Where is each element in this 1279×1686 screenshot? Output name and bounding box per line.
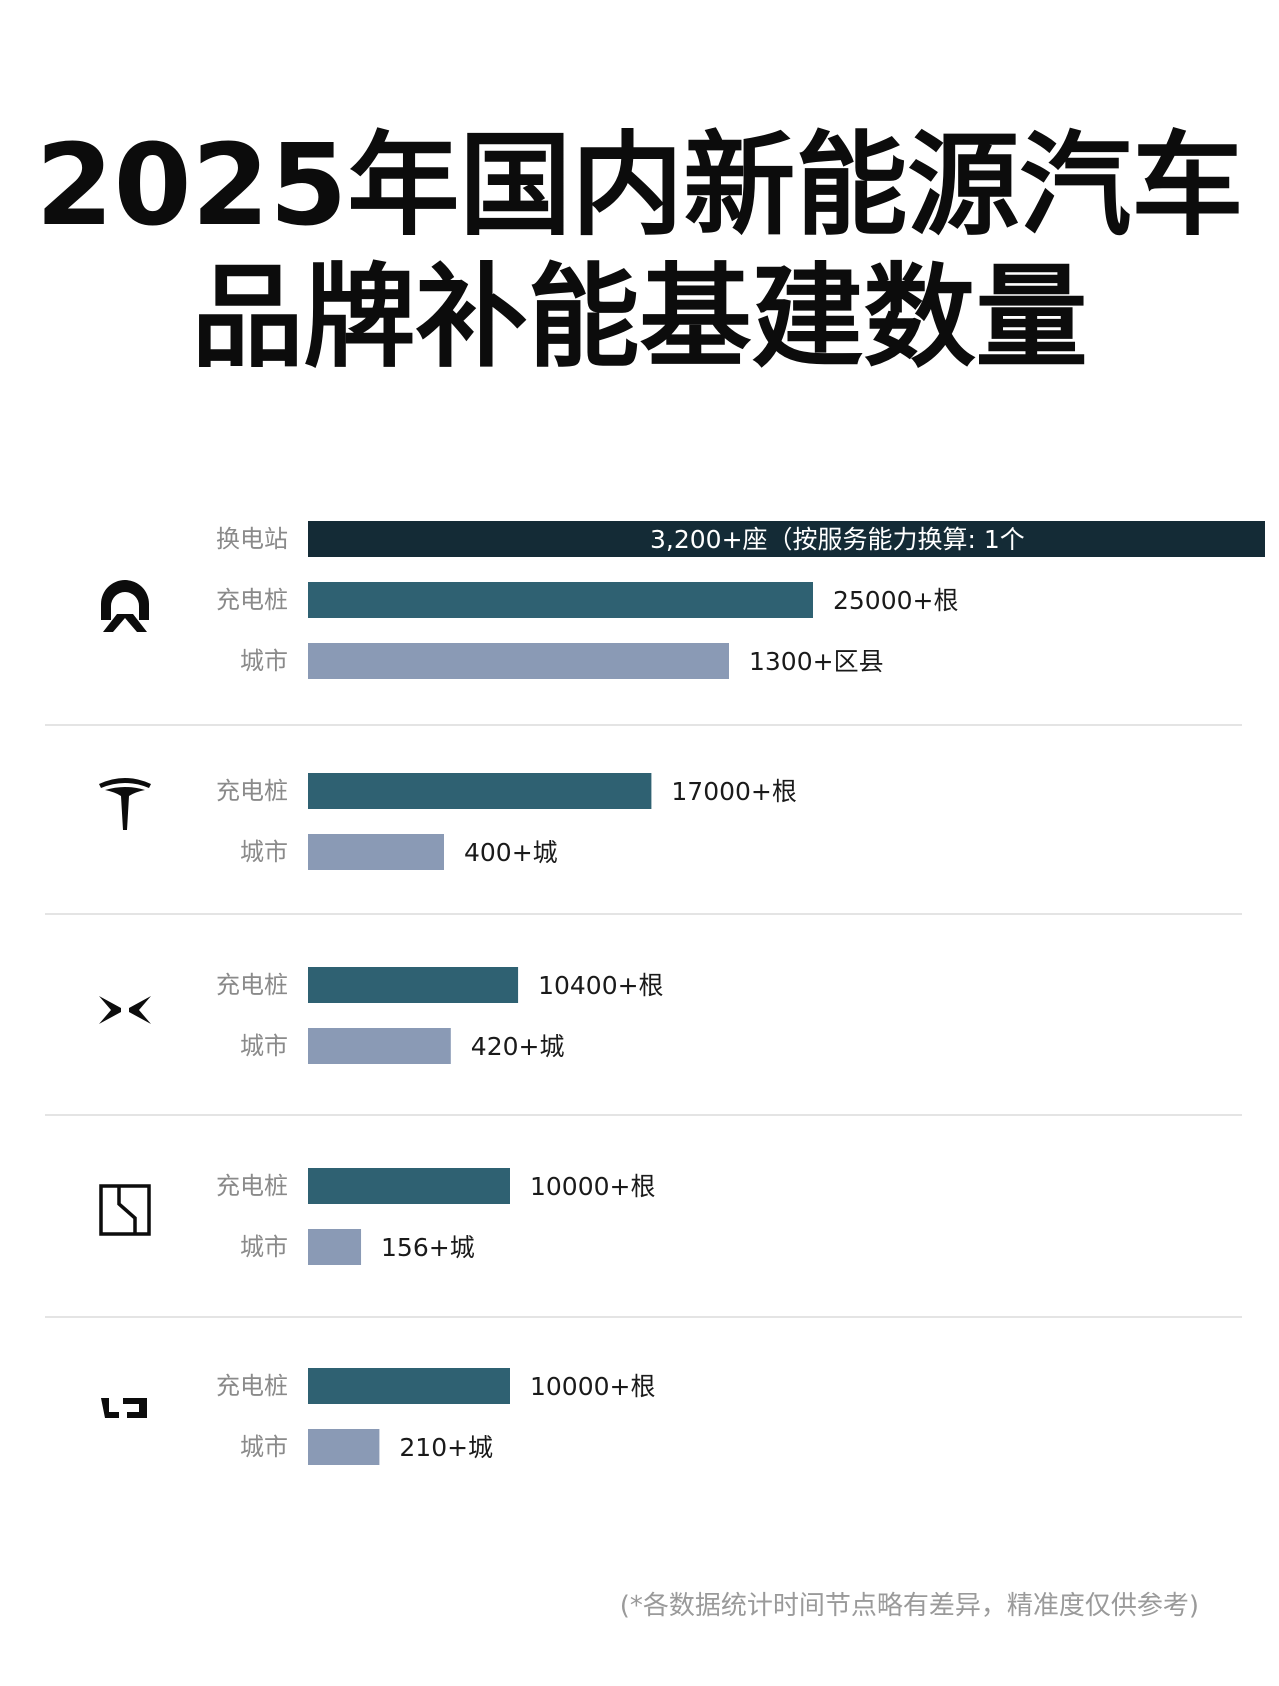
bar-category-label: 充电桩 xyxy=(216,971,288,999)
bar-value-label: 420+城 xyxy=(471,1032,565,1061)
xpeng-logo-icon xyxy=(99,996,151,1024)
bar-charger xyxy=(308,1168,510,1204)
bar-value-label: 10400+根 xyxy=(538,971,663,1000)
bar-city xyxy=(308,1429,380,1465)
chart-title-line-1: 2025年国内新能源汽车 xyxy=(35,121,1244,251)
bar-category-label: 城市 xyxy=(240,1433,288,1461)
li-auto-logo-icon xyxy=(101,1398,147,1418)
footnote: (*各数据统计时间节点略有差异，精准度仅供参考) xyxy=(619,1591,1199,1621)
bar-category-label: 城市 xyxy=(240,647,288,675)
bar-value-label: 1300+区县 xyxy=(749,647,884,676)
bar-value-label: 3,200+座（按服务能力换算: 1个 xyxy=(650,525,1025,554)
bar-category-label: 充电桩 xyxy=(216,777,288,805)
bar-city xyxy=(308,834,444,870)
bar-category-label: 城市 xyxy=(240,838,288,866)
bar-value-label: 17000+根 xyxy=(671,777,796,806)
bar-value-label: 10000+根 xyxy=(530,1172,655,1201)
tesla-logo-icon xyxy=(99,778,151,830)
zeekr-logo-icon xyxy=(99,1184,151,1236)
bar-value-label: 10000+根 xyxy=(530,1372,655,1401)
bar-city xyxy=(308,643,729,679)
bar-city xyxy=(308,1028,451,1064)
bar-category-label: 充电桩 xyxy=(216,1172,288,1200)
bar-category-label: 城市 xyxy=(240,1032,288,1060)
bar-charger xyxy=(308,1368,510,1404)
nio-logo-icon xyxy=(101,580,149,632)
bar-swap xyxy=(308,521,1265,557)
bar-value-label: 210+城 xyxy=(399,1433,493,1462)
bar-charger xyxy=(308,773,652,809)
chart-title-line-2: 品牌补能基建数量 xyxy=(191,253,1088,383)
bar-charger xyxy=(308,967,519,1003)
bar-value-label: 25000+根 xyxy=(833,586,958,615)
bar-category-label: 充电桩 xyxy=(216,586,288,614)
bar-category-label: 充电桩 xyxy=(216,1372,288,1400)
bar-city xyxy=(308,1229,362,1265)
bar-category-label: 城市 xyxy=(240,1233,288,1261)
bar-value-label: 400+城 xyxy=(464,838,558,867)
bar-value-label: 156+城 xyxy=(381,1233,475,1262)
bar-charger xyxy=(308,582,813,618)
bar-category-label: 换电站 xyxy=(216,525,288,553)
